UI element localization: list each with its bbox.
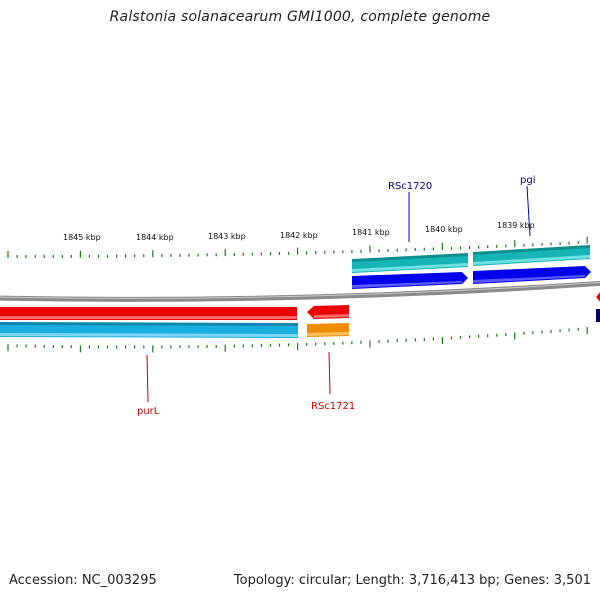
- gene-pgi-shade: [473, 245, 590, 255]
- gene-rsc1721-gloss: [307, 332, 349, 336]
- reverse-cds-track: [0, 290, 600, 320]
- forward-cds-track: [352, 266, 591, 289]
- scale-label-1839: 1839 kbp: [497, 221, 535, 230]
- label-purl[interactable]: purL: [137, 406, 160, 417]
- scale-labels: 1845 kbp 1844 kbp 1843 kbp 1842 kbp 1841…: [63, 221, 535, 242]
- leader-rsc1721: [328, 351, 331, 395]
- tick-marks-lower: [7, 327, 588, 353]
- gene-pgi-gloss: [473, 255, 590, 265]
- cds-purl-gloss: [0, 316, 297, 319]
- scale-label-1840: 1840 kbp: [425, 225, 463, 234]
- label-pgi[interactable]: pgi: [520, 175, 535, 186]
- forward-gene-track: [352, 245, 590, 273]
- label-rsc1720[interactable]: RSc1720: [388, 181, 432, 192]
- gene-rsc1720-shade: [352, 253, 468, 262]
- genome-summary-text: Topology: circular; Length: 3,716,413 bp…: [233, 573, 591, 588]
- gene-rsc1720-gloss: [352, 263, 468, 272]
- cds-pgi-gloss: [473, 275, 585, 283]
- scale-label-1845: 1845 kbp: [63, 233, 101, 242]
- leader-pgi: [526, 185, 531, 237]
- label-rsc1721[interactable]: RSc1721: [311, 401, 355, 412]
- genome-backbone: [0, 280, 600, 302]
- gene-purl-shade: [0, 322, 298, 326]
- map-title: Ralstonia solanacearum GMI1000, complete…: [109, 9, 491, 25]
- reverse-gene-track: [0, 309, 600, 338]
- feature-labels: RSc1720 pgi purL RSc1721: [137, 175, 535, 417]
- scale-label-1841: 1841 kbp: [352, 228, 390, 237]
- leader-purl: [146, 354, 149, 403]
- scale-label-1844: 1844 kbp: [136, 233, 174, 242]
- cds-offscreen-right-arrow[interactable]: [596, 290, 600, 304]
- gene-purl-gloss: [0, 333, 298, 337]
- accession-text: Accession: NC_003295: [9, 573, 157, 588]
- scale-label-1843: 1843 kbp: [208, 232, 246, 241]
- cds-rsc1721-gloss: [314, 314, 349, 318]
- scale-label-1842: 1842 kbp: [280, 231, 318, 240]
- tick-marks-upper: [7, 236, 588, 258]
- cds-rsc1720-gloss: [352, 281, 462, 288]
- genome-backbone-highlight: [0, 281, 600, 299]
- gene-offscreen-right-block[interactable]: [596, 309, 600, 322]
